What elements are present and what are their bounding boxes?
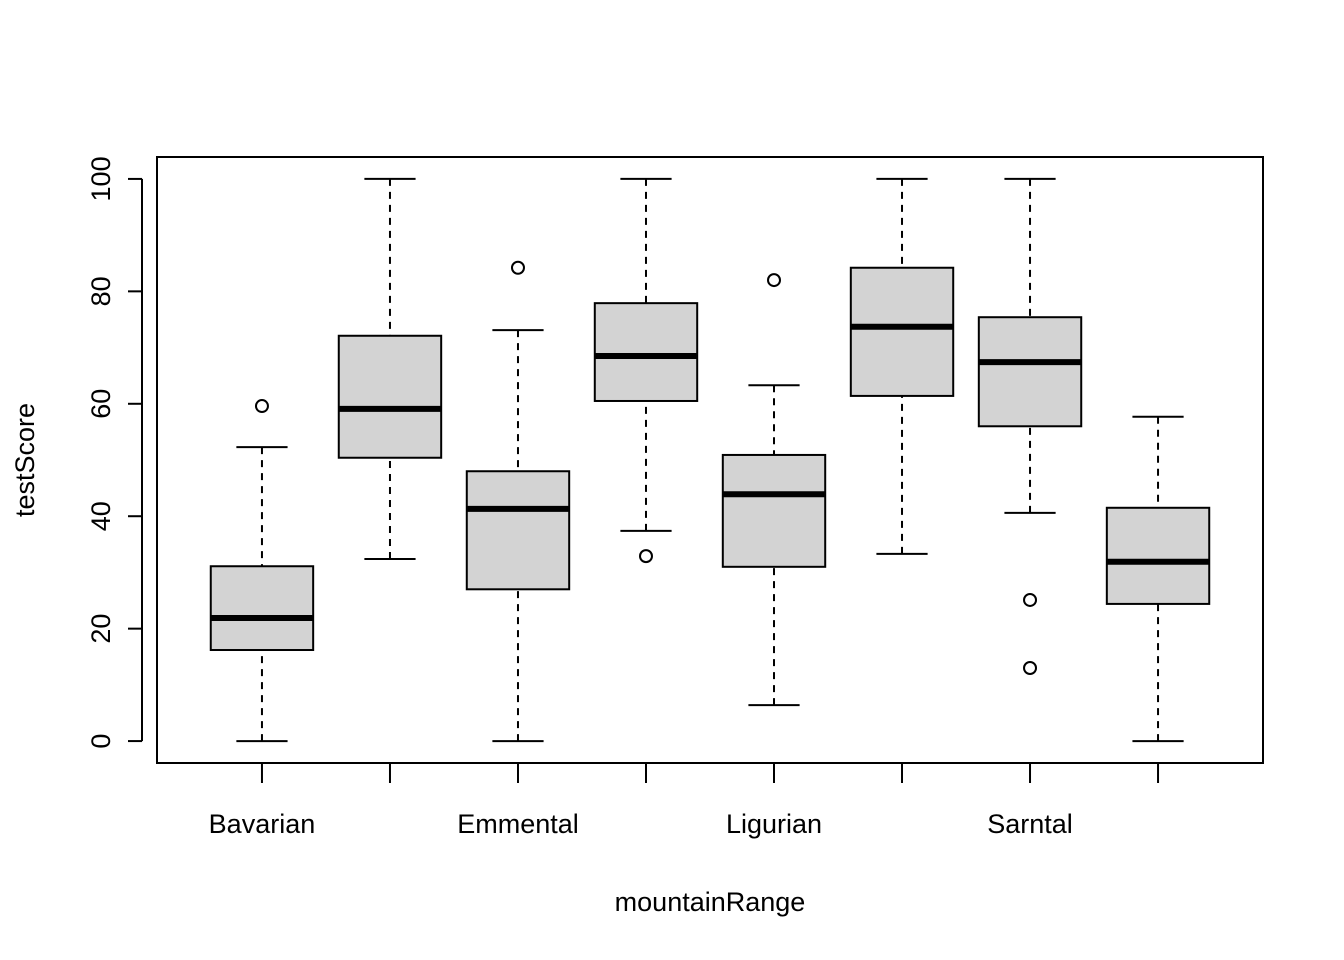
y-tick-label: 80 [86, 276, 116, 306]
outlier [1023, 660, 1038, 675]
y-tick-label: 100 [86, 156, 116, 201]
x-axis-label: mountainRange [615, 887, 806, 917]
y-tick-label: 40 [86, 501, 116, 531]
plot-frame [156, 156, 1264, 764]
box [593, 302, 699, 402]
box [849, 266, 955, 397]
box [337, 334, 443, 459]
box [465, 470, 571, 591]
box [721, 453, 827, 568]
outlier [254, 399, 269, 414]
y-tick-label: 0 [86, 734, 116, 749]
y-tick-label: 60 [86, 389, 116, 419]
y-tick-label: 20 [86, 614, 116, 644]
box [209, 565, 315, 652]
x-tick-label: Emmental [457, 809, 579, 839]
x-tick-label: Ligurian [726, 809, 822, 839]
x-tick-label: Sarntal [987, 809, 1073, 839]
outlier [1023, 592, 1038, 607]
outlier [638, 549, 653, 564]
outlier [510, 260, 525, 275]
outlier [767, 273, 782, 288]
y-axis-label: testScore [10, 403, 40, 517]
x-tick-label: Bavarian [209, 809, 316, 839]
box [1105, 506, 1211, 605]
box [977, 316, 1083, 428]
